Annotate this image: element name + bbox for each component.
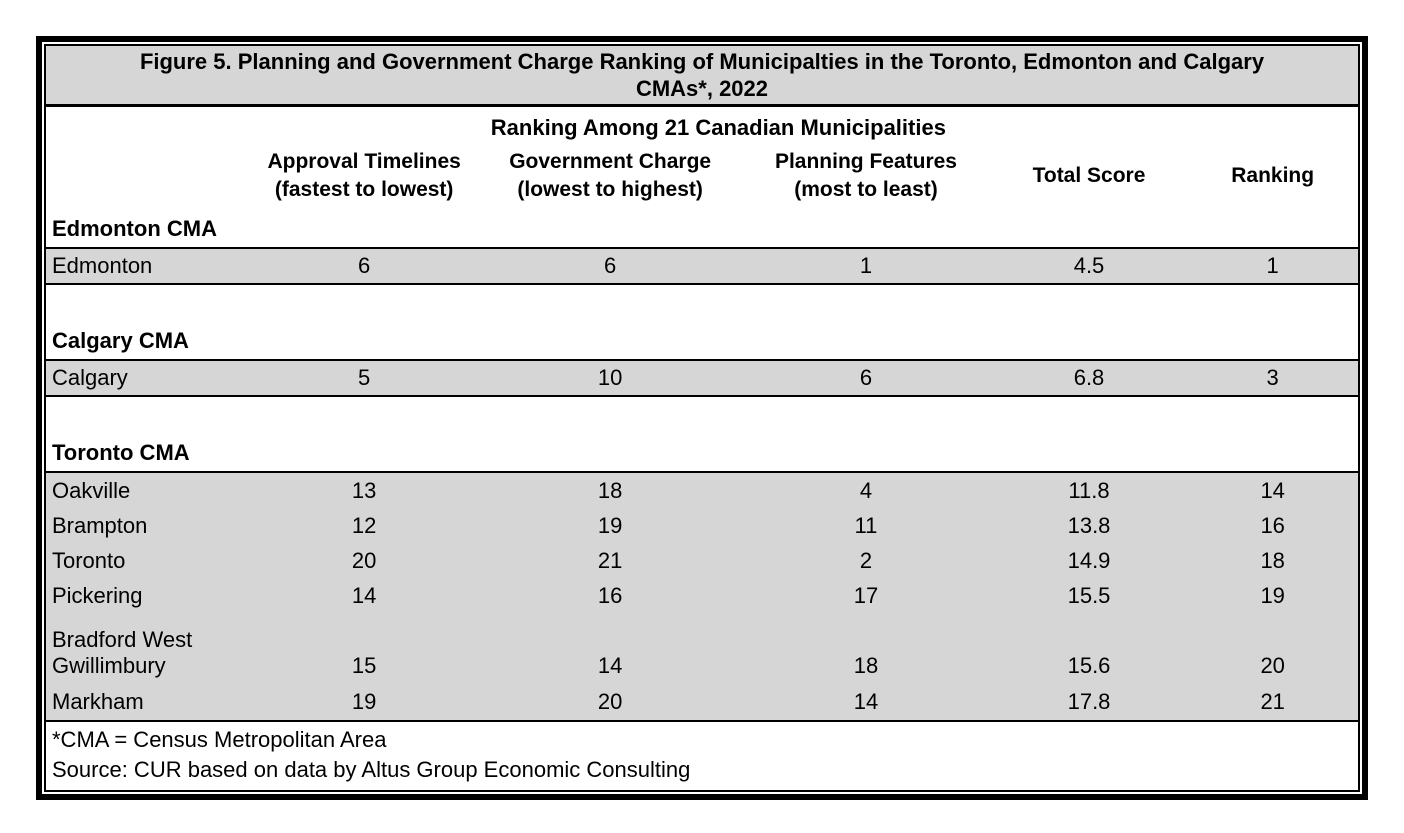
approval-cell: 13 — [351, 477, 377, 503]
figure-5-table: Figure 5. Planning and Government Charge… — [36, 36, 1368, 800]
government-cell: 16 — [597, 582, 623, 608]
government-cell: 10 — [597, 365, 623, 390]
table-row-oakville: Oakville 13 18 4 11.8 14 — [46, 473, 1358, 508]
planning-cell: 17 — [853, 582, 879, 608]
total-score-cell: 14.9 — [1067, 547, 1111, 573]
ranking-cell: 21 — [1260, 689, 1285, 714]
figure-title-bar: Figure 5. Planning and Government Charge… — [46, 46, 1358, 107]
column-header-ranking: Ranking — [1231, 164, 1315, 187]
ranking-cell: 19 — [1260, 582, 1285, 608]
total-score-cell: 17.8 — [1067, 689, 1111, 714]
planning-cell: 6 — [859, 365, 873, 390]
blank-spacer-row — [46, 397, 1358, 435]
approval-cell: 14 — [351, 582, 377, 608]
ranking-cell: 1 — [1266, 253, 1279, 278]
government-cell: 18 — [597, 477, 623, 503]
ranking-cell: 3 — [1266, 365, 1279, 390]
total-score-cell: 6.8 — [1073, 365, 1105, 390]
section-label-toronto-cma: Toronto CMA — [46, 435, 1358, 473]
ranking-cell: 18 — [1260, 547, 1285, 573]
blank-spacer-row — [46, 285, 1358, 323]
group-header-row: Ranking Among 21 Canadian Municipalities — [46, 107, 1358, 141]
government-cell: 20 — [597, 689, 623, 714]
column-header-total-score: Total Score — [1032, 164, 1146, 187]
ranking-cell: 20 — [1260, 653, 1285, 678]
column-header-approval-timelines: Approval Timelines (fastest to lowest) — [267, 150, 461, 201]
municipality-cell: Calgary — [52, 365, 128, 390]
table-row-pickering: Pickering 14 16 17 15.5 19 — [46, 578, 1358, 613]
column-header-planning-features: Planning Features (most to least) — [774, 150, 957, 201]
municipality-cell: Toronto — [52, 547, 126, 573]
figure-title-line-2: CMAs*, 2022 — [635, 76, 769, 101]
approval-cell: 5 — [358, 365, 371, 390]
government-cell: 14 — [597, 653, 623, 678]
municipality-cell: Oakville — [52, 477, 131, 503]
group-header-label: Ranking Among 21 Canadian Municipalities — [490, 115, 946, 140]
planning-cell: 4 — [859, 477, 873, 503]
footnote-cma-definition: *CMA = Census Metropolitan Area — [52, 727, 387, 752]
municipality-cell: Bradford West Gwillimbury — [52, 627, 193, 678]
total-score-cell: 13.8 — [1067, 512, 1111, 538]
planning-cell: 14 — [853, 689, 879, 714]
municipality-cell: Markham — [52, 689, 144, 714]
municipality-cell: Pickering — [52, 582, 143, 608]
footnote-source: Source: CUR based on data by Altus Group… — [52, 757, 691, 782]
section-label-edmonton-cma: Edmonton CMA — [46, 211, 1358, 249]
column-header-row: Approval Timelines (fastest to lowest) G… — [46, 141, 1358, 211]
government-cell: 6 — [604, 253, 617, 278]
government-cell: 21 — [597, 547, 623, 573]
approval-cell: 15 — [351, 653, 377, 678]
municipality-cell: Edmonton — [52, 253, 153, 278]
ranking-cell: 16 — [1260, 512, 1285, 538]
table-row-toronto: Toronto 20 21 2 14.9 18 — [46, 543, 1358, 578]
total-score-cell: 4.5 — [1073, 253, 1105, 278]
toronto-cma-rows-block: Oakville 13 18 4 11.8 14 Brampton 12 19 … — [46, 473, 1358, 722]
column-header-government-charge: Government Charge (lowest to highest) — [509, 150, 712, 201]
figure-footnotes: *CMA = Census Metropolitan Area Source: … — [46, 722, 1358, 790]
table-row-edmonton: Edmonton 6 6 1 4.5 1 — [46, 249, 1358, 285]
total-score-cell: 11.8 — [1068, 477, 1110, 503]
table-row-bradford-west-gwillimbury: Bradford West Gwillimbury 15 14 18 15.6 … — [46, 613, 1358, 684]
approval-cell: 19 — [351, 689, 377, 714]
approval-cell: 20 — [351, 547, 377, 573]
planning-cell: 1 — [859, 253, 873, 278]
total-score-cell: 15.6 — [1067, 653, 1111, 678]
approval-cell: 6 — [358, 253, 371, 278]
table-row-brampton: Brampton 12 19 11 13.8 16 — [46, 508, 1358, 543]
table-header: Ranking Among 21 Canadian Municipalities… — [46, 107, 1358, 211]
section-label-calgary-cma: Calgary CMA — [46, 323, 1358, 361]
planning-cell: 11 — [854, 512, 878, 538]
government-cell: 19 — [597, 512, 623, 538]
planning-cell: 18 — [853, 653, 879, 678]
figure-title-line-1: Figure 5. Planning and Government Charge… — [139, 49, 1265, 74]
table-row-markham: Markham 19 20 14 17.8 21 — [46, 684, 1358, 720]
table-row-calgary: Calgary 5 10 6 6.8 3 — [46, 361, 1358, 397]
approval-cell: 12 — [351, 512, 377, 538]
figure-inner-frame: Figure 5. Planning and Government Charge… — [44, 44, 1360, 792]
ranking-cell: 14 — [1260, 477, 1285, 503]
planning-cell: 2 — [859, 547, 873, 573]
total-score-cell: 15.5 — [1067, 582, 1111, 608]
municipality-cell: Brampton — [52, 512, 148, 538]
